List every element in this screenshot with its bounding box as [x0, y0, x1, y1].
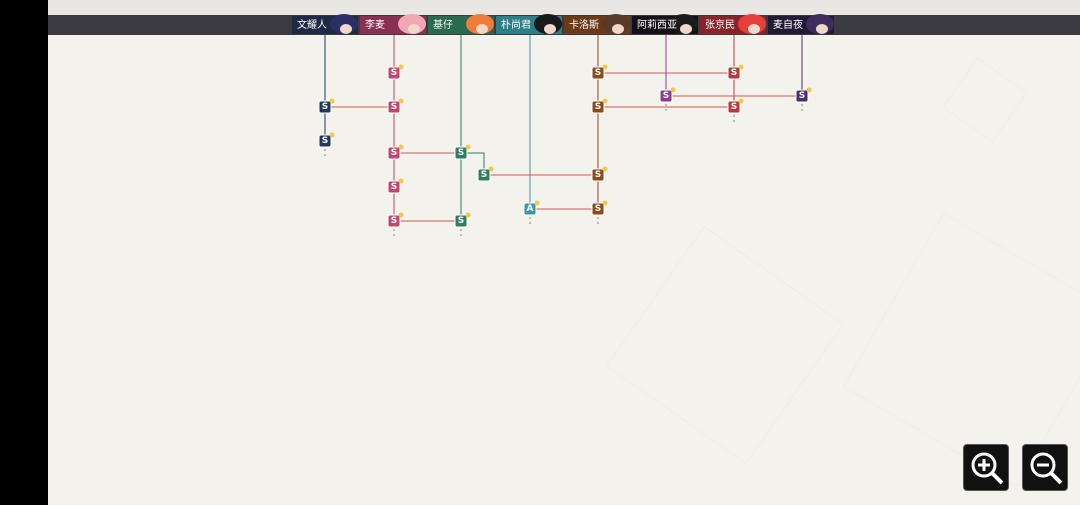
story-node — [454, 214, 468, 228]
node-star — [329, 98, 335, 104]
story-node — [318, 134, 332, 148]
story-node — [727, 100, 741, 114]
character-name: 阿莉西亚 — [637, 19, 677, 31]
node-star — [488, 166, 494, 172]
character-face — [544, 24, 556, 34]
character-name: 麦自夜 — [773, 18, 803, 31]
character-name: 朴尚君 — [501, 18, 531, 31]
node-star — [534, 200, 540, 206]
node-label: S — [391, 216, 397, 226]
character-name: 基仔 — [433, 18, 453, 31]
side-strip — [0, 0, 48, 505]
story-node — [591, 100, 605, 114]
node-label: S — [322, 136, 328, 146]
node-star — [602, 200, 608, 206]
story-node — [387, 214, 401, 228]
story-node — [318, 100, 332, 114]
character-face — [340, 24, 352, 34]
node-star — [602, 98, 608, 104]
node-star — [398, 64, 404, 70]
story-node — [591, 168, 605, 182]
node-label: S — [481, 170, 487, 180]
story-node — [659, 89, 673, 103]
zoom-in-icon — [971, 452, 1004, 485]
node-star — [398, 212, 404, 218]
node-star — [738, 98, 744, 104]
node-label: S — [799, 91, 805, 101]
node-star — [398, 144, 404, 150]
character-face — [612, 24, 624, 34]
character-face — [816, 24, 828, 34]
node-label: S — [391, 182, 397, 192]
node-star — [738, 64, 744, 70]
node-label: S — [322, 102, 328, 112]
top-margin — [48, 0, 1080, 15]
story-node — [523, 202, 537, 216]
character-face — [680, 24, 692, 34]
character-face — [476, 24, 488, 34]
zoom-in-button[interactable] — [963, 444, 1009, 491]
node-label: S — [731, 102, 737, 112]
story-node — [454, 146, 468, 160]
node-label: S — [391, 102, 397, 112]
node-label: S — [595, 170, 601, 180]
character-name: 张京民 — [705, 18, 735, 31]
character-face — [408, 24, 420, 34]
character-name: 文耀人 — [297, 18, 327, 31]
node-star — [670, 87, 676, 93]
story-node — [727, 66, 741, 80]
story-node — [591, 66, 605, 80]
node-star — [398, 98, 404, 104]
node-star — [329, 132, 335, 138]
node-label: S — [731, 68, 737, 78]
story-node — [387, 146, 401, 160]
story-node — [387, 66, 401, 80]
branch-line — [461, 152, 485, 175]
node-label: S — [595, 204, 601, 214]
node-label: S — [458, 148, 464, 158]
node-label: S — [391, 68, 397, 78]
node-star — [465, 144, 471, 150]
node-star — [602, 64, 608, 70]
story-node — [591, 202, 605, 216]
node-label: S — [663, 91, 669, 101]
node-label: S — [595, 68, 601, 78]
zoom-out-icon — [1030, 452, 1063, 485]
character-name: 李麦 — [365, 18, 385, 31]
story-node — [387, 100, 401, 114]
character-name: 卡洛斯 — [569, 18, 599, 31]
node-label: S — [595, 102, 601, 112]
node-label: S — [458, 216, 464, 226]
story-node — [477, 168, 491, 182]
story-node — [387, 180, 401, 194]
node-star — [465, 212, 471, 218]
story-node — [795, 89, 809, 103]
node-star — [398, 178, 404, 184]
zoom-out-button[interactable] — [1022, 444, 1068, 491]
character-face — [748, 24, 760, 34]
node-label: S — [391, 148, 397, 158]
node-star — [806, 87, 812, 93]
node-star — [602, 166, 608, 172]
node-label: A — [527, 204, 534, 214]
background-decor — [605, 57, 1080, 488]
